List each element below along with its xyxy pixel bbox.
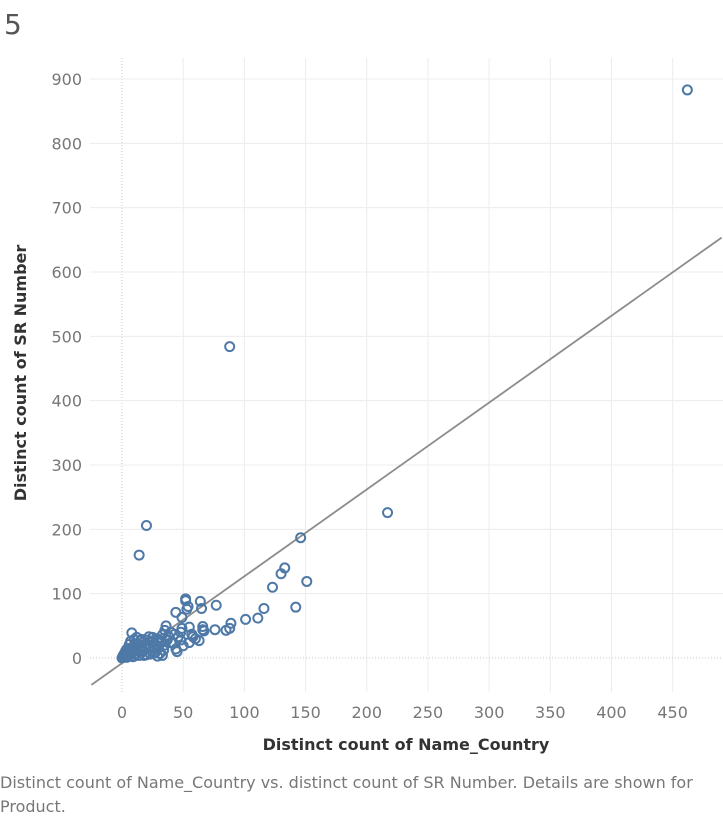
data-point: [159, 624, 171, 636]
x-tick-label: 100: [229, 703, 260, 722]
data-point: [194, 595, 206, 607]
data-point: [382, 507, 394, 519]
data-point: [156, 649, 168, 661]
data-point: [252, 612, 264, 624]
data-point: [149, 643, 161, 655]
data-point: [138, 649, 150, 661]
data-point: [120, 645, 132, 657]
data-point: [681, 84, 693, 96]
data-point: [301, 575, 313, 587]
data-point: [224, 341, 236, 353]
x-tick-label: 250: [413, 703, 444, 722]
data-point: [210, 599, 222, 611]
data-point: [220, 624, 232, 636]
data-point: [290, 601, 302, 613]
x-tick-label: 300: [474, 703, 505, 722]
scatter-chart: 0 50 100 150 200 250 300 350 400 450 0 100 200 300 40…: [11, 58, 723, 754]
data-point: [165, 626, 177, 638]
x-tick-label: 350: [535, 703, 566, 722]
data-point: [127, 651, 139, 663]
x-tick-label: 50: [173, 703, 193, 722]
y-axis-ticks: 0 100 200 300 400 500 600 700 800 900: [51, 70, 82, 668]
data-point: [258, 602, 270, 614]
x-tick-label: 200: [351, 703, 382, 722]
data-point: [295, 532, 307, 544]
data-point: [151, 650, 163, 662]
data-point: [198, 625, 210, 637]
y-tick-label: 800: [51, 134, 82, 153]
data-point: [189, 633, 201, 645]
data-point: [170, 606, 182, 618]
data-point: [275, 568, 287, 580]
y-tick-label: 400: [51, 392, 82, 411]
data-point: [140, 519, 152, 531]
y-tick-label: 0: [72, 649, 82, 668]
chart-caption: Distinct count of Name_Country vs. disti…: [0, 773, 693, 816]
y-tick-label: 700: [51, 199, 82, 218]
data-point: [267, 581, 279, 593]
y-tick-label: 200: [51, 520, 82, 539]
y-tick-label: 600: [51, 263, 82, 282]
data-point: [196, 602, 208, 614]
data-point: [133, 549, 145, 561]
y-tick-label: 900: [51, 70, 82, 89]
y-tick-label: 300: [51, 456, 82, 475]
data-point: [171, 646, 183, 658]
x-tick-label: 450: [657, 703, 688, 722]
y-tick-label: 500: [51, 327, 82, 346]
data-point: [197, 624, 209, 636]
data-point: [240, 613, 252, 625]
data-points: [116, 84, 693, 664]
x-tick-label: 400: [596, 703, 627, 722]
x-tick-label: 150: [290, 703, 321, 722]
y-tick-label: 100: [51, 585, 82, 604]
x-tick-label: 0: [117, 703, 127, 722]
data-point: [134, 635, 146, 647]
data-point: [209, 624, 221, 636]
y-axis-title: Distinct count of SR Number: [11, 245, 30, 502]
page-title: 5: [4, 8, 22, 41]
data-point: [183, 621, 195, 633]
data-point: [181, 603, 193, 615]
data-point: [197, 620, 209, 632]
data-point: [225, 617, 237, 629]
x-axis-title: Distinct count of Name_Country: [263, 735, 550, 754]
x-axis-ticks: 0 50 100 150 200 250 300 350 400 450: [117, 703, 688, 722]
